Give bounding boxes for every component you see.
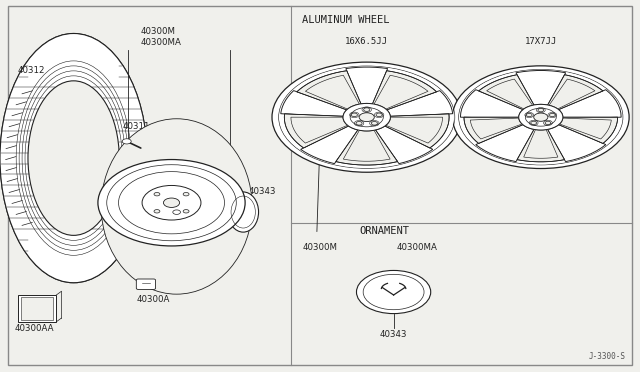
Ellipse shape: [98, 160, 245, 246]
Circle shape: [545, 121, 551, 125]
Ellipse shape: [142, 186, 201, 220]
Polygon shape: [479, 75, 534, 110]
Text: 16X6.5JJ: 16X6.5JJ: [345, 37, 388, 46]
Ellipse shape: [0, 33, 147, 283]
Circle shape: [376, 113, 382, 117]
Text: ALUMINUM WHEEL: ALUMINUM WHEEL: [302, 16, 390, 25]
Polygon shape: [557, 117, 618, 144]
Ellipse shape: [122, 139, 131, 144]
Ellipse shape: [228, 192, 259, 232]
FancyBboxPatch shape: [136, 279, 156, 289]
Circle shape: [531, 121, 536, 125]
Text: 40224: 40224: [189, 145, 217, 154]
Circle shape: [371, 122, 378, 125]
Circle shape: [550, 113, 556, 117]
Polygon shape: [373, 125, 433, 164]
Ellipse shape: [28, 81, 119, 235]
Circle shape: [364, 108, 370, 111]
Circle shape: [538, 109, 543, 112]
Circle shape: [526, 113, 532, 117]
Text: 17X7JJ: 17X7JJ: [525, 37, 557, 46]
Bar: [18, 295, 56, 322]
Bar: [21, 297, 53, 320]
Circle shape: [534, 113, 548, 121]
Ellipse shape: [101, 119, 252, 294]
Ellipse shape: [0, 33, 147, 283]
Text: ORNAMENT: ORNAMENT: [359, 227, 409, 236]
Polygon shape: [557, 90, 621, 119]
Polygon shape: [517, 128, 564, 162]
Ellipse shape: [154, 209, 160, 213]
Polygon shape: [545, 124, 606, 161]
Text: 40300AA: 40300AA: [14, 324, 54, 333]
Circle shape: [280, 67, 454, 168]
Polygon shape: [281, 91, 348, 118]
Circle shape: [356, 122, 362, 125]
Circle shape: [359, 113, 374, 122]
Text: 40300A: 40300A: [136, 295, 170, 304]
Polygon shape: [336, 129, 397, 165]
Text: 40343: 40343: [380, 330, 407, 339]
Ellipse shape: [154, 192, 160, 196]
Circle shape: [272, 62, 461, 172]
Circle shape: [460, 70, 622, 164]
Polygon shape: [476, 124, 537, 161]
Text: 40343: 40343: [248, 187, 276, 196]
Circle shape: [356, 270, 431, 314]
Polygon shape: [301, 125, 360, 164]
Circle shape: [343, 103, 390, 131]
Circle shape: [452, 66, 629, 169]
Text: 40300M: 40300M: [302, 243, 337, 252]
Text: 40311: 40311: [123, 122, 150, 131]
Polygon shape: [284, 114, 350, 148]
Polygon shape: [460, 90, 525, 119]
Polygon shape: [547, 75, 603, 110]
Ellipse shape: [183, 192, 189, 196]
Polygon shape: [383, 114, 449, 148]
Polygon shape: [297, 71, 362, 110]
Text: 40300M: 40300M: [141, 27, 176, 36]
Text: 40300MA: 40300MA: [141, 38, 182, 47]
Ellipse shape: [183, 209, 189, 213]
Circle shape: [351, 113, 357, 117]
Ellipse shape: [173, 210, 180, 214]
Polygon shape: [385, 91, 452, 118]
Text: J-3300-S: J-3300-S: [589, 352, 626, 361]
Polygon shape: [464, 117, 525, 144]
Text: 40300MA: 40300MA: [397, 243, 438, 252]
Circle shape: [518, 104, 563, 130]
Text: 40312: 40312: [18, 66, 45, 75]
Polygon shape: [372, 71, 436, 110]
Polygon shape: [346, 67, 388, 104]
Polygon shape: [516, 71, 566, 106]
Ellipse shape: [163, 198, 180, 208]
